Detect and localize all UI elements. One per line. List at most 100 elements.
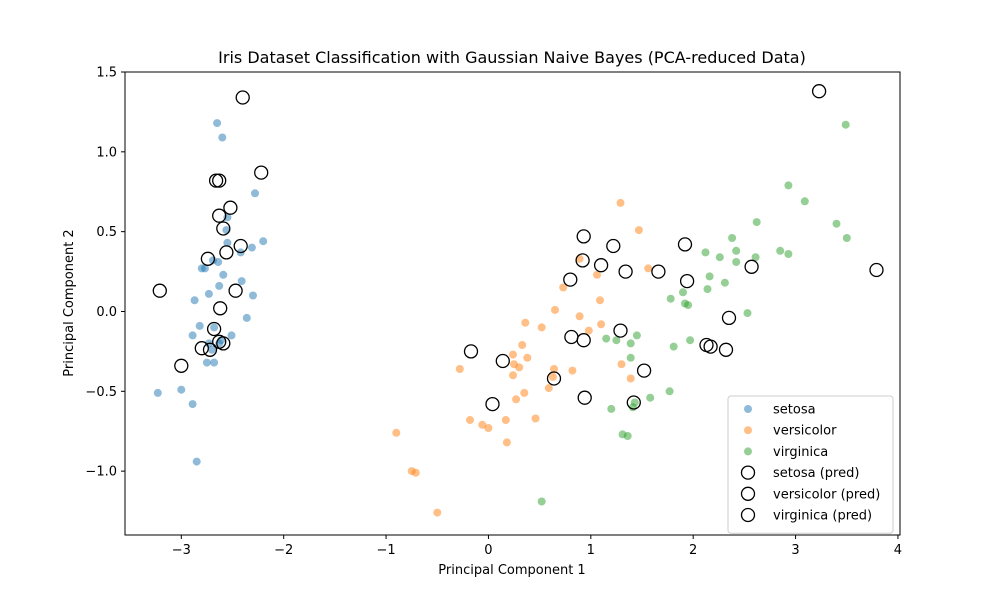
point-versicolor <box>575 312 584 321</box>
point-versicolor-pred <box>577 390 592 405</box>
point-versicolor <box>626 374 635 383</box>
point-virginica <box>732 246 741 255</box>
point-setosa <box>259 237 268 246</box>
point-virginica <box>784 181 793 190</box>
series-setosa-pred <box>152 90 269 373</box>
point-setosa <box>208 345 216 354</box>
legend-label: setosa <box>773 403 816 418</box>
legend-marker <box>744 426 752 435</box>
point-virginica <box>800 197 809 206</box>
point-versicolor <box>478 420 487 429</box>
point-versicolor-pred <box>576 333 591 348</box>
point-setosa <box>223 238 232 247</box>
point-versicolor <box>548 372 557 381</box>
chart-title: Iris Dataset Classification with Gaussia… <box>218 48 806 67</box>
point-versicolor <box>433 508 442 517</box>
legend-item-virginica-pred: virginica (pred) <box>740 507 872 524</box>
point-setosa <box>188 400 197 409</box>
legend-item-versicolor: versicolor <box>744 424 837 439</box>
x-tick-label: 4 <box>894 543 902 558</box>
legend-label: setosa (pred) <box>773 466 859 481</box>
legend-marker <box>740 507 756 523</box>
point-setosa-pred <box>206 321 222 337</box>
point-setosa-pred <box>200 251 216 266</box>
x-tick-label: 1 <box>587 543 595 558</box>
point-virginica <box>626 339 635 348</box>
point-virginica-pred <box>651 264 666 279</box>
x-tick-label: −3 <box>172 543 191 558</box>
point-versicolor <box>509 371 517 380</box>
point-versicolor-pred <box>575 253 590 268</box>
legend-item-setosa: setosa <box>744 403 816 418</box>
y-axis-ticks: −1.0 −0.5 0.0 0.5 1.0 1.5 <box>85 66 125 480</box>
point-virginica <box>832 219 841 228</box>
y-axis-title: Principal Component 2 <box>62 229 77 376</box>
x-tick-label: 2 <box>689 543 697 558</box>
point-virginica <box>728 234 737 242</box>
point-versicolor <box>597 320 606 329</box>
point-setosa-pred <box>216 221 231 236</box>
point-versicolor <box>523 353 532 362</box>
point-versicolor <box>509 350 517 359</box>
x-tick-label: −2 <box>274 543 293 558</box>
point-virginica <box>776 246 785 255</box>
point-virginica <box>666 294 675 303</box>
point-virginica <box>626 353 635 362</box>
x-axis-ticks: −3 −2 −1 0 1 2 3 4 <box>172 535 902 558</box>
point-versicolor <box>596 296 604 305</box>
legend: setosa versicolor virginica setosa (pred) ve… <box>727 395 894 534</box>
x-tick-label: 0 <box>484 543 492 558</box>
point-versicolor <box>559 283 568 292</box>
point-versicolor <box>617 360 626 369</box>
point-virginica-pred <box>721 310 737 326</box>
point-setosa-pred <box>152 283 167 298</box>
legend-label: virginica (pred) <box>773 509 872 524</box>
legend-item-setosa-pred: setosa (pred) <box>740 465 859 481</box>
point-setosa-pred <box>202 342 218 357</box>
point-setosa <box>247 243 256 252</box>
point-setosa <box>195 321 204 330</box>
point-setosa-pred <box>216 336 231 351</box>
y-tick-label: 1.5 <box>96 66 117 81</box>
legend-marker <box>744 405 752 413</box>
point-versicolor-pred <box>613 323 628 338</box>
legend-marker <box>744 447 752 456</box>
point-virginica-pred <box>703 339 718 354</box>
point-virginica <box>720 278 729 287</box>
point-versicolor-pred <box>636 363 652 378</box>
point-versicolor <box>537 323 546 332</box>
point-setosa <box>214 258 223 266</box>
y-tick-label: 0.5 <box>96 225 117 240</box>
point-versicolor <box>515 363 524 372</box>
point-virginica <box>701 248 710 257</box>
point-setosa-pred <box>212 208 227 223</box>
point-setosa-pred <box>254 165 269 180</box>
point-virginica-pred <box>718 342 734 357</box>
point-setosa <box>190 296 199 305</box>
point-virginica-pred <box>679 273 695 289</box>
point-virginica <box>537 497 546 506</box>
point-virginica <box>684 301 693 310</box>
point-setosa <box>153 388 162 397</box>
point-versicolor <box>455 365 464 373</box>
point-versicolor <box>551 305 559 314</box>
point-virginica <box>841 120 850 129</box>
x-axis-title: Principal Component 1 <box>438 563 585 578</box>
point-virginica-pred <box>744 259 759 274</box>
point-versicolor <box>593 270 601 279</box>
series-versicolor <box>392 198 653 517</box>
point-virginica <box>612 336 621 345</box>
legend-marker <box>740 486 756 501</box>
point-virginica <box>602 334 611 343</box>
y-tick-label: −0.5 <box>85 385 117 400</box>
point-setosa <box>202 358 211 367</box>
point-setosa-pred <box>174 358 189 373</box>
point-setosa-pred <box>213 301 228 316</box>
point-virginica <box>679 288 687 297</box>
point-setosa <box>192 457 201 466</box>
point-versicolor-pred <box>495 353 510 369</box>
point-versicolor <box>484 424 493 432</box>
point-virginica <box>743 309 752 318</box>
point-versicolor <box>518 341 527 349</box>
y-tick-label: −1.0 <box>85 465 117 480</box>
